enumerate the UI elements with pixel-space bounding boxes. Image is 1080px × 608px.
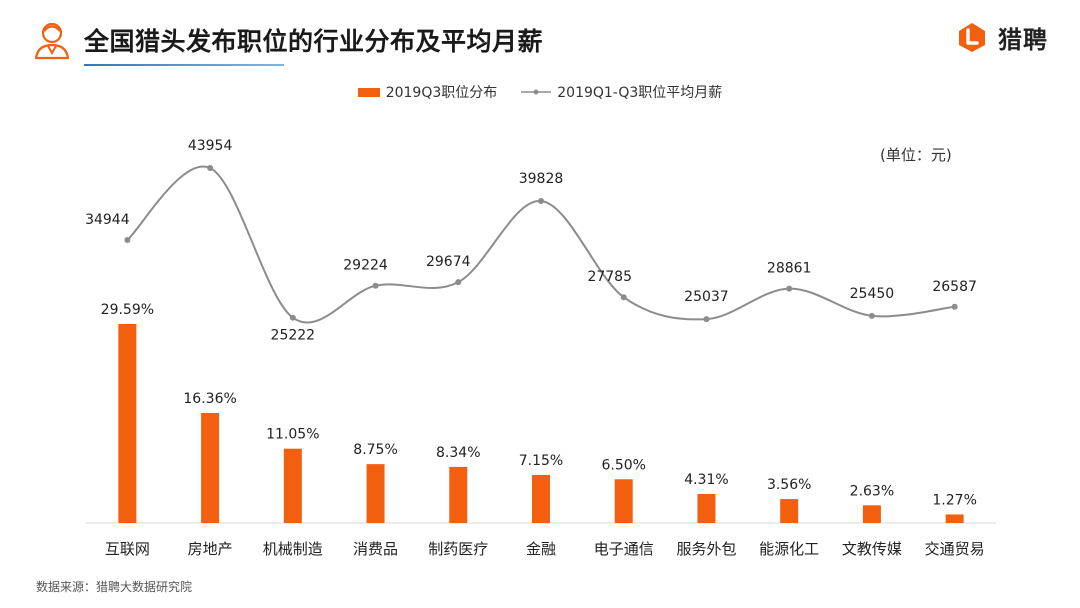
salary-point [124,237,131,243]
bar-value-label: 2.63% [850,483,894,499]
salary-point [868,312,875,319]
legend: 2019Q3职位分布 2019Q1-Q3职位平均月薪 [0,82,1080,102]
salary-point [372,282,379,289]
salary-point [786,285,793,292]
x-tick-label: 文教传媒 [842,540,902,558]
bar [201,412,220,523]
bar-value-label: 1.27% [932,492,976,508]
bar-value-label: 8.75% [353,442,397,458]
liepin-logo-icon [959,23,985,52]
bar-value-label: 6.50% [601,457,645,473]
salary-value-label: 25450 [850,286,895,302]
legend-item-line: 2019Q1-Q3职位平均月薪 [521,82,722,102]
salary-value-label: 34944 [85,212,130,228]
salary-point [703,316,710,323]
salary-value-label: 25222 [271,328,316,344]
bar-value-label: 29.59% [101,302,154,318]
x-tick-label: 互联网 [105,540,150,558]
salary-value-label: 25037 [684,289,729,305]
x-tick-label: 服务外包 [676,540,736,558]
salary-value-label: 43954 [188,138,233,154]
page-title: 全国猎头发布职位的行业分布及平均月薪 [84,27,544,56]
logo-text: 猎聘 [998,25,1048,54]
bar-value-label: 8.34% [436,445,480,461]
legend-item-bar: 2019Q3职位分布 [357,82,498,102]
bar [449,466,468,523]
bar-value-label: 11.05% [266,427,319,443]
unit-note: (单位：元) [880,146,952,164]
title-underline [84,64,284,66]
salary-value-label: 27785 [587,269,632,285]
header: 全国猎头发布职位的行业分布及平均月薪 猎聘 [0,0,1080,70]
bar [862,505,881,523]
legend-swatch-line [521,89,552,95]
bar [614,479,633,523]
bar-value-label: 4.31% [684,472,728,488]
bar [945,514,964,523]
legend-label-bar: 2019Q3职位分布 [385,85,498,101]
bar [532,474,550,523]
logo: 猎聘 [956,20,1048,54]
bar [118,324,137,523]
bar-value-label: 7.15% [519,453,563,469]
x-tick-label: 金融 [526,540,556,558]
x-tick-label: 电子通信 [594,540,654,558]
bar-value-label: 3.56% [767,477,811,493]
salary-value-label: 29674 [426,254,471,270]
salary-point [455,279,462,286]
bar-value-label: 16.36% [183,391,236,407]
salary-point [620,294,627,301]
salary-value-label: 28861 [767,261,812,277]
x-tick-label: 消费品 [353,540,398,558]
x-tick-label: 制药医疗 [428,540,488,558]
salary-point [951,303,958,310]
bar [780,499,799,523]
x-tick-label: 能源化工 [759,540,819,558]
bar [366,464,385,523]
salary-point [289,314,296,321]
x-tick-label: 交通贸易 [925,540,985,558]
salary-value-label: 29224 [343,258,388,274]
x-tick-label: 房地产 [188,540,233,558]
salary-point [538,197,544,204]
legend-swatch-bar [357,87,380,97]
salary-value-label: 39828 [519,171,564,187]
salary-value-label: 26587 [932,279,977,295]
person-icon [34,22,70,60]
x-tick-label: 机械制造 [263,540,323,558]
bar [283,448,302,523]
salary-line [126,165,955,324]
legend-label-line: 2019Q1-Q3职位平均月薪 [557,85,723,101]
source-note: 数据来源：猎聘大数据研究院 [36,580,193,594]
bar [697,494,716,523]
salary-point [207,165,214,171]
